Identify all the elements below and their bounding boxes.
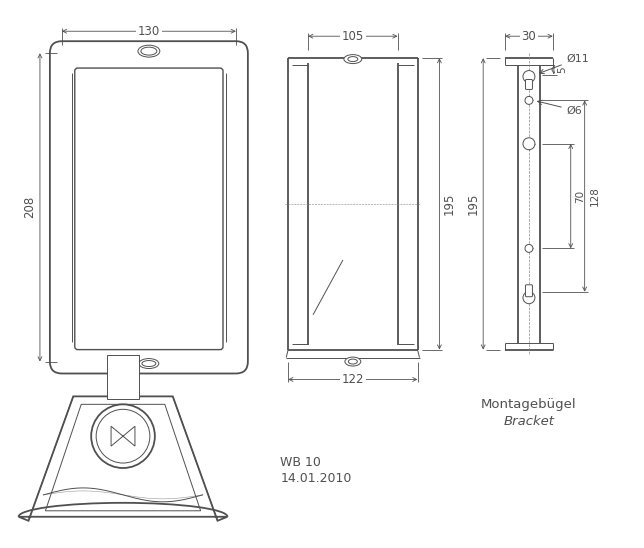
Text: Ø11: Ø11 [540,54,589,73]
Text: 208: 208 [23,196,37,219]
Text: 122: 122 [341,373,364,386]
Circle shape [91,404,155,468]
Text: 5: 5 [557,66,567,73]
Text: 70: 70 [574,190,585,203]
Text: 195: 195 [467,193,480,215]
Text: Ø6: Ø6 [538,100,583,115]
Circle shape [525,96,533,104]
Ellipse shape [142,361,156,367]
FancyBboxPatch shape [75,68,223,350]
Ellipse shape [141,47,157,55]
Polygon shape [111,426,135,446]
Ellipse shape [348,359,357,364]
Text: 128: 128 [590,186,600,206]
Text: Montagebügel: Montagebügel [481,398,577,411]
FancyBboxPatch shape [107,355,139,399]
Text: 30: 30 [522,30,536,43]
Ellipse shape [139,358,159,368]
FancyBboxPatch shape [50,41,248,374]
FancyBboxPatch shape [526,79,533,89]
Text: Bracket: Bracket [504,415,554,428]
Text: 130: 130 [138,25,160,38]
Text: 14.01.2010: 14.01.2010 [280,472,352,486]
Circle shape [523,292,535,304]
Ellipse shape [345,357,361,366]
Ellipse shape [138,45,160,57]
Ellipse shape [348,56,358,61]
Circle shape [525,244,533,253]
Circle shape [96,409,150,463]
Text: WB 10: WB 10 [280,455,321,469]
Text: 105: 105 [342,30,364,43]
Circle shape [523,138,535,150]
Circle shape [523,71,535,83]
Text: 195: 195 [443,193,456,215]
Ellipse shape [344,55,362,64]
Polygon shape [19,396,227,521]
FancyBboxPatch shape [526,285,533,296]
